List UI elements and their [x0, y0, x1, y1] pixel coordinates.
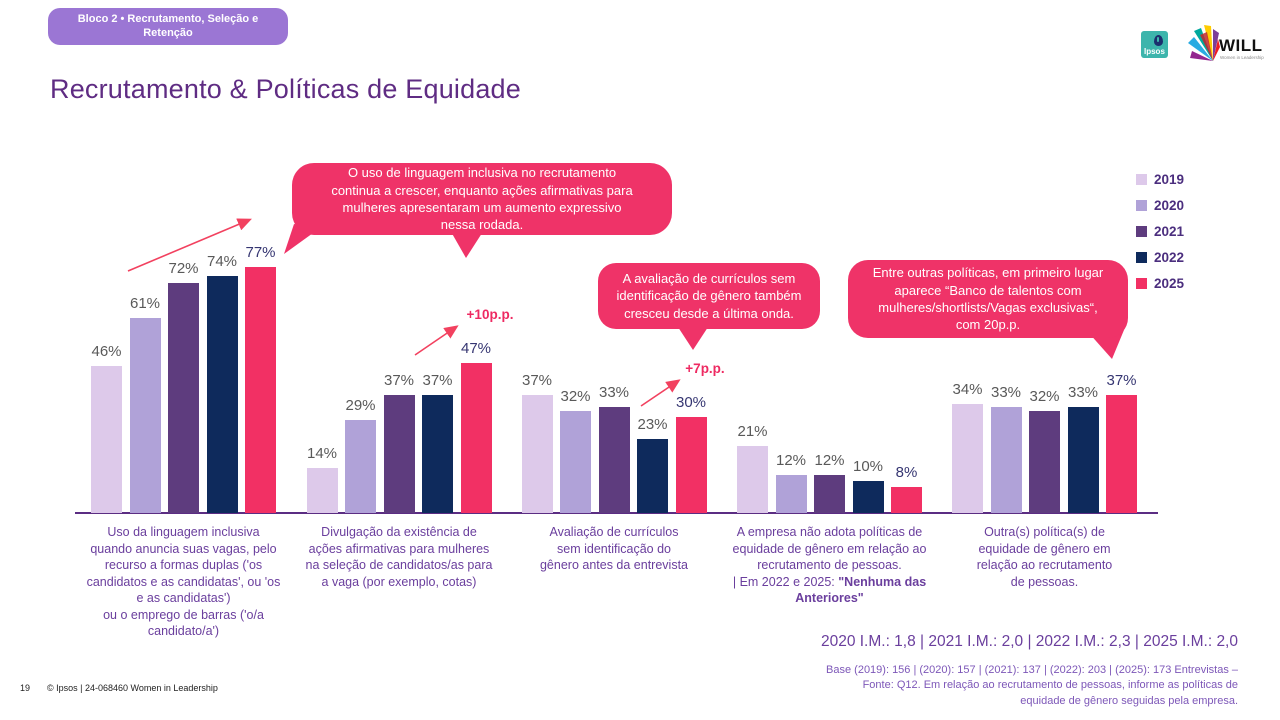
value-label-2020-g3: 32% [560, 387, 591, 405]
bar-2021-g3 [598, 407, 630, 513]
legend-swatch-2021 [1136, 225, 1147, 237]
legend-item-2020: 2020 [1136, 192, 1184, 218]
category-label-g2: Divulgação da existência de ações afirma… [305, 525, 493, 589]
value-label-2019-g2: 14% [306, 445, 338, 463]
value-label-2019-g1: 46% [91, 342, 122, 360]
legend-label: 2019 [1154, 171, 1185, 187]
bar-2021-g2 [383, 394, 415, 513]
section-badge: Bloco 2 • Recrutamento, Seleção e Retenç… [48, 8, 288, 45]
bar-2020-g1 [129, 317, 161, 513]
bar-2020-g3 [560, 410, 591, 513]
value-label-2025-g1: 77% [245, 243, 276, 261]
bar-2022-g5 [1067, 407, 1099, 513]
bar-2022-g4 [852, 481, 884, 513]
im-summary: 2020 I.M.: 1,8 | 2021 I.M.: 2,0 | 2022 I… [820, 633, 1238, 650]
value-label-2022-g3: 23% [637, 416, 668, 434]
page-title: Recrutamento & Políticas de Equidade [50, 74, 521, 104]
bar-2019-g2 [306, 468, 338, 513]
value-label-2019-g5: 34% [952, 381, 983, 399]
value-label-2021-g5: 32% [1029, 387, 1060, 405]
legend-label: 2025 [1154, 275, 1185, 291]
bar-2020-g4 [775, 474, 807, 513]
category-label-g4: A empresa não adota políticas de equidad… [732, 525, 927, 606]
bar-2021-g4 [814, 474, 845, 513]
legend-swatch-2025 [1136, 277, 1147, 289]
value-label-2021-g3: 33% [598, 384, 630, 402]
bar-2025-g3 [675, 417, 707, 513]
bar-2021-g5 [1029, 410, 1060, 513]
value-label-2025-g5: 37% [1106, 371, 1137, 389]
value-label-2020-g5: 33% [990, 384, 1022, 402]
value-label-2019-g4: 21% [737, 422, 768, 440]
bar-2019-g5 [952, 404, 983, 513]
bar-2022-g1 [206, 276, 238, 513]
category-label-g3: Avaliação de currículos sem identificaçã… [539, 525, 689, 572]
legend-item-2022: 2022 [1136, 244, 1184, 270]
legend-label: 2022 [1154, 249, 1185, 265]
value-label-2020-g1: 61% [129, 294, 161, 312]
delta-annotation-1: +10p.p. [466, 306, 514, 322]
legend-swatch-2019 [1136, 173, 1147, 185]
page-number: 19 [20, 683, 31, 693]
bar-2019-g3 [521, 394, 553, 513]
legend-swatch-2022 [1136, 251, 1147, 263]
value-label-2025-g4: 8% [895, 464, 918, 482]
bar-2022-g3 [637, 439, 668, 513]
legend-label: 2021 [1154, 223, 1185, 239]
value-label-2022-g4: 10% [852, 458, 884, 475]
copyright: © Ipsos | 24-068460 Women in Leadership [47, 683, 218, 693]
bar-2025-g1 [245, 266, 276, 513]
bar-2020-g5 [990, 407, 1022, 513]
value-label-2021-g4: 12% [814, 451, 845, 469]
ipsos-logo-text: Ipsos [1144, 47, 1165, 56]
delta-annotation-2: +7p.p. [685, 361, 725, 376]
value-label-2025-g3: 30% [675, 394, 707, 411]
chart-legend: 2019 2020 2021 2022 2025 [1136, 166, 1184, 296]
callout-other-policies: Entre outras políticas, em primeiro luga… [848, 260, 1128, 338]
will-logo-text: WILL [1219, 36, 1263, 55]
legend-swatch-2020 [1136, 199, 1147, 211]
will-logo-icon [1188, 25, 1220, 61]
value-label-2019-g3: 37% [521, 371, 553, 389]
bar-2025-g5 [1106, 394, 1137, 513]
bar-2025-g4 [891, 487, 922, 513]
category-label-g1: Uso da linguagem inclusiva quando anunci… [86, 525, 281, 638]
bar-2019-g1 [91, 365, 122, 513]
bar-2021-g1 [168, 282, 199, 513]
ipsos-logo-mark-icon [1154, 35, 1163, 46]
base-note: Base (2019): 156 | (2020): 157 | (2021):… [826, 664, 1238, 707]
value-label-2025-g2: 47% [460, 339, 492, 357]
bar-2022-g2 [422, 394, 453, 513]
value-label-2022-g5: 33% [1067, 384, 1099, 402]
value-label-2021-g2: 37% [383, 371, 415, 389]
bar-2020-g2 [345, 420, 376, 513]
value-label-2022-g2: 37% [422, 371, 453, 389]
will-logo-subtitle: Women in Leadership [1220, 55, 1264, 60]
callout-inclusive-language: O uso de linguagem inclusiva no recrutam… [292, 163, 672, 235]
legend-label: 2020 [1154, 197, 1185, 213]
legend-item-2019: 2019 [1136, 166, 1184, 192]
bar-2019-g4 [737, 445, 768, 513]
legend-item-2025: 2025 [1136, 270, 1184, 296]
category-label-g5: Outra(s) política(s) de equidade de gêne… [976, 525, 1113, 589]
value-label-2020-g2: 29% [345, 397, 376, 415]
value-label-2020-g4: 12% [775, 451, 807, 469]
callout-cv-screening: A avaliação de currículos sem identifica… [598, 263, 820, 329]
category4-bold-text: "Nenhuma das Anteriores" [795, 574, 927, 606]
ipsos-logo: Ipsos [1141, 31, 1168, 58]
legend-item-2021: 2021 [1136, 218, 1184, 244]
bar-2025-g2 [460, 362, 492, 513]
